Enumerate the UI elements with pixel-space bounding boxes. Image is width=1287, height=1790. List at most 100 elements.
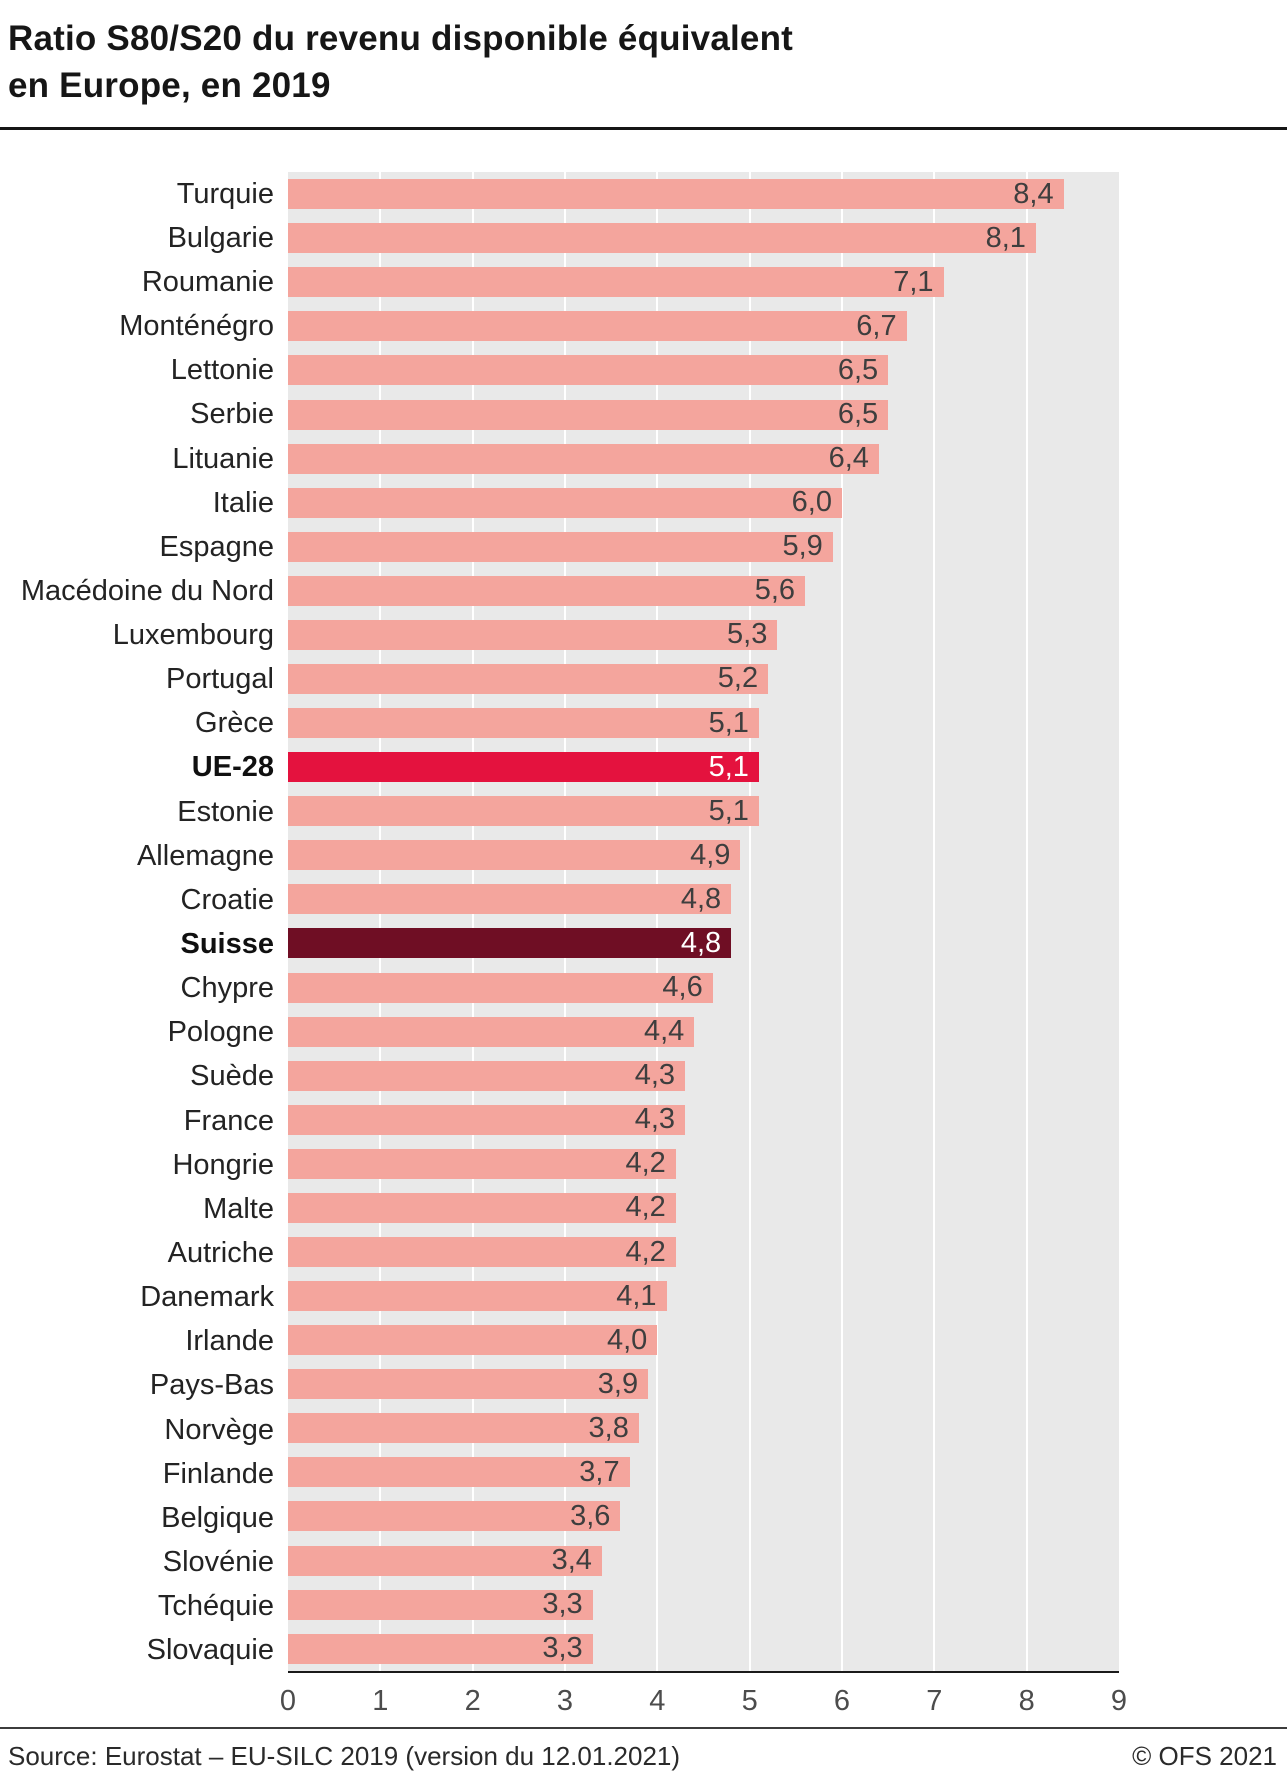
bar-row: 6,0 [288, 481, 1119, 525]
bar: 3,7 [288, 1455, 630, 1488]
value-label: 5,9 [782, 530, 823, 563]
category-label: Finlande [162, 1457, 274, 1490]
copyright-text: © OFS 2021 [1132, 1741, 1277, 1771]
bar: 4,2 [288, 1147, 676, 1179]
bar-row: 5,3 [288, 613, 1119, 657]
bar-row: 6,5 [288, 392, 1119, 436]
category-label: Lettonie [170, 354, 274, 387]
category-label: Grèce [195, 707, 274, 740]
value-label: 3,9 [597, 1367, 639, 1400]
category-label: Chypre [180, 972, 275, 1005]
bar: 6,0 [288, 486, 842, 519]
value-label: 3,7 [579, 1455, 620, 1488]
bar: 3,6 [288, 1499, 621, 1532]
category-label: Norvège [164, 1413, 274, 1446]
bar: 4,0 [288, 1323, 658, 1356]
x-tick: 0 [279, 1685, 297, 1717]
bar: 4,6 [288, 971, 713, 1003]
gridline [379, 172, 382, 1671]
x-axis-row: 0 1 2 3 4 5 6 7 8 9 [0, 1673, 1287, 1727]
value-label: 5,3 [727, 618, 768, 651]
value-label: 5,1 [708, 794, 749, 827]
value-label: 4,0 [607, 1323, 648, 1356]
category-label: Italie [212, 486, 274, 519]
footer: Source: Eurostat – EU-SILC 2019 (version… [0, 1727, 1287, 1790]
value-label: 6,5 [837, 398, 879, 431]
category-label: Irlande [185, 1325, 274, 1358]
title-rule [0, 127, 1287, 131]
bar-row: 6,4 [288, 437, 1119, 481]
x-axis: 0 1 2 3 4 5 6 7 8 9 [280, 1673, 1127, 1727]
bar-chart: Turquie Bulgarie Roumanie Monténégro Lettoni… [0, 172, 1287, 1673]
bar-row: 5,9 [288, 525, 1119, 569]
value-label: 3,3 [542, 1588, 583, 1621]
value-label: 6,4 [828, 442, 869, 475]
category-label: Slovénie [162, 1546, 274, 1579]
bar: 7,1 [288, 266, 944, 298]
page-title: Ratio S80/S20 du revenu disponible équiv… [8, 16, 1277, 109]
bar: 4,2 [288, 1235, 676, 1268]
bar-row: 4,2 [288, 1230, 1119, 1274]
bar-row: 4,0 [288, 1318, 1119, 1362]
bar: 3,4 [288, 1544, 602, 1576]
x-tick: 2 [464, 1685, 481, 1717]
bar-row: 8,4 [288, 172, 1119, 216]
bar: 4,8 [288, 926, 732, 959]
bar-row: 3,6 [288, 1494, 1119, 1538]
source-text: Source: Eurostat – EU-SILC 2019 (version… [8, 1741, 681, 1771]
value-label: 6,0 [791, 486, 832, 519]
bar-row: 4,9 [288, 833, 1119, 877]
gridline [1025, 172, 1028, 1671]
bar: 6,7 [288, 309, 907, 342]
bar: 3,9 [288, 1367, 649, 1400]
bar: 6,5 [288, 398, 889, 431]
plot-area: 8,4 8,1 7,1 6,7 6,5 6,5 6,4 6,0 5,9 5,6 5,3 5,2 5,1 5… [288, 172, 1119, 1673]
value-label: 3,6 [570, 1499, 611, 1532]
x-tick: 7 [926, 1685, 943, 1717]
category-label: Pays-Bas [149, 1369, 274, 1402]
bar: 5,3 [288, 618, 778, 651]
category-label: Autriche [167, 1237, 274, 1270]
gridline [656, 172, 659, 1671]
category-label: Danemark [140, 1281, 274, 1314]
category-label: Malte [203, 1192, 274, 1225]
value-label: 4,2 [625, 1191, 666, 1224]
bar-row: 3,3 [288, 1583, 1119, 1627]
x-tick: 6 [833, 1685, 851, 1717]
bar-row: 4,2 [288, 1186, 1119, 1230]
category-label: Macédoine du Nord [20, 574, 274, 607]
bar: 5,6 [288, 574, 806, 607]
bar: 5,1 [288, 751, 759, 783]
bar: 5,2 [288, 662, 769, 694]
x-tick: 9 [1110, 1685, 1128, 1717]
category-labels-column: Turquie Bulgarie Roumanie Monténégro Lettoni… [8, 172, 288, 1673]
bar-row: 5,6 [288, 569, 1119, 613]
bar: 5,1 [288, 707, 759, 739]
value-label: 6,7 [856, 309, 897, 342]
bar: 4,9 [288, 839, 741, 871]
bar-row: 6,7 [288, 304, 1119, 348]
value-label: 4,3 [634, 1059, 676, 1092]
bar: 8,1 [288, 222, 1036, 254]
x-tick: 1 [372, 1685, 389, 1717]
bar-row: 3,4 [288, 1539, 1119, 1583]
category-label: Lituanie [172, 442, 274, 475]
gridline [840, 172, 843, 1671]
bar-row: 4,3 [288, 1098, 1119, 1142]
value-label: 4,8 [680, 926, 722, 959]
bar-row: 3,8 [288, 1406, 1119, 1450]
category-label: UE-28 [191, 751, 274, 784]
category-label: Belgique [161, 1501, 274, 1534]
bar-row: 6,5 [288, 348, 1119, 392]
value-label: 5,6 [754, 574, 796, 607]
bar-row: 4,2 [288, 1142, 1119, 1186]
bar-row: 3,7 [288, 1450, 1119, 1494]
value-label: 8,4 [1013, 177, 1054, 210]
bar-row: 4,6 [288, 966, 1119, 1010]
value-label: 3,8 [588, 1411, 629, 1444]
category-label: France [183, 1104, 274, 1137]
bar: 3,3 [288, 1588, 593, 1621]
value-label: 4,2 [625, 1235, 666, 1268]
gridline [748, 172, 751, 1671]
category-label: Serbie [190, 398, 274, 431]
